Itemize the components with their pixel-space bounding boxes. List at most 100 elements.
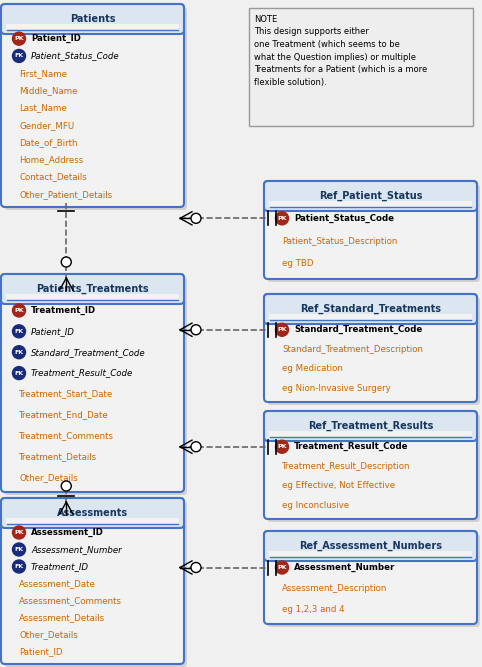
Text: PK: PK [277, 216, 287, 221]
FancyBboxPatch shape [1, 498, 184, 528]
Text: eg 1,2,3 and 4: eg 1,2,3 and 4 [282, 605, 345, 614]
FancyBboxPatch shape [264, 411, 477, 519]
Text: Treatment_Result_Description: Treatment_Result_Description [282, 462, 411, 471]
FancyBboxPatch shape [1, 274, 184, 492]
Circle shape [13, 526, 26, 539]
FancyBboxPatch shape [264, 531, 477, 561]
Circle shape [191, 442, 201, 452]
FancyBboxPatch shape [264, 294, 477, 324]
Text: Middle_Name: Middle_Name [19, 86, 78, 95]
Text: Patient_ID: Patient_ID [31, 34, 81, 43]
Circle shape [13, 325, 26, 338]
FancyBboxPatch shape [1, 4, 184, 207]
Text: eg Effective, Not Effective: eg Effective, Not Effective [282, 482, 395, 490]
Text: Assessment_Number: Assessment_Number [31, 545, 121, 554]
Text: Assessment_Date: Assessment_Date [19, 579, 96, 588]
Text: First_Name: First_Name [19, 69, 67, 78]
FancyBboxPatch shape [4, 277, 187, 495]
FancyBboxPatch shape [267, 297, 480, 405]
Text: Treatment_Result_Code: Treatment_Result_Code [294, 442, 409, 452]
Circle shape [191, 213, 201, 223]
Text: PK: PK [14, 530, 24, 535]
Bar [269, 551, 472, 557]
Bar [269, 314, 472, 320]
Text: FK: FK [14, 53, 24, 59]
Text: Treatment_End_Date: Treatment_End_Date [19, 410, 109, 420]
Text: Assessment_Comments: Assessment_Comments [19, 596, 122, 605]
Text: PK: PK [277, 565, 287, 570]
Text: PK: PK [14, 36, 24, 41]
Text: Standard_Treatment_Code: Standard_Treatment_Code [31, 348, 146, 357]
Text: Treatment_Details: Treatment_Details [19, 452, 97, 461]
Text: Assessment_ID: Assessment_ID [31, 528, 104, 537]
FancyBboxPatch shape [264, 411, 477, 441]
Text: Other_Patient_Details: Other_Patient_Details [19, 190, 112, 199]
Text: FK: FK [14, 350, 24, 355]
Circle shape [61, 257, 71, 267]
Text: PK: PK [277, 327, 287, 332]
Text: Home_Address: Home_Address [19, 155, 83, 164]
FancyBboxPatch shape [264, 181, 477, 279]
Bar [269, 201, 472, 207]
FancyBboxPatch shape [1, 498, 184, 664]
Bar [6, 518, 179, 524]
Circle shape [191, 562, 201, 572]
Text: Patient_Status_Code: Patient_Status_Code [31, 51, 120, 61]
Text: eg Inconclusive: eg Inconclusive [282, 501, 349, 510]
Circle shape [13, 32, 26, 45]
FancyBboxPatch shape [1, 274, 184, 304]
Text: Treatment_Start_Date: Treatment_Start_Date [19, 390, 113, 398]
FancyBboxPatch shape [264, 181, 477, 211]
Text: PK: PK [14, 308, 24, 313]
Text: NOTE
This design supports either
one Treatment (which seems to be
what the Quest: NOTE This design supports either one Tre… [254, 15, 427, 87]
Text: Treatment_ID: Treatment_ID [31, 562, 89, 571]
Circle shape [276, 561, 289, 574]
Text: Gender_MFU: Gender_MFU [19, 121, 74, 129]
Text: Ref_Patient_Status: Ref_Patient_Status [319, 191, 422, 201]
Text: Last_Name: Last_Name [19, 103, 67, 112]
Bar [6, 24, 179, 30]
Text: Assessment_Details: Assessment_Details [19, 613, 105, 622]
Text: Ref_Standard_Treatments: Ref_Standard_Treatments [300, 304, 441, 314]
Circle shape [276, 212, 289, 225]
Text: Patient_Status_Code: Patient_Status_Code [294, 213, 394, 223]
Text: Treatment_ID: Treatment_ID [31, 306, 96, 315]
Text: Patient_ID: Patient_ID [19, 647, 63, 656]
FancyBboxPatch shape [267, 414, 480, 522]
Text: FK: FK [14, 547, 24, 552]
Text: Date_of_Birth: Date_of_Birth [19, 138, 78, 147]
Text: Other_Details: Other_Details [19, 473, 78, 482]
Text: eg Medication: eg Medication [282, 364, 343, 374]
Text: Patients_Treatments: Patients_Treatments [36, 284, 149, 294]
Bar [6, 294, 179, 300]
Text: Ref_Assessment_Numbers: Ref_Assessment_Numbers [299, 541, 442, 551]
Text: Other_Details: Other_Details [19, 630, 78, 639]
Text: FK: FK [14, 371, 24, 376]
Text: Assessment_Description: Assessment_Description [282, 584, 388, 593]
Circle shape [13, 49, 26, 63]
Circle shape [13, 560, 26, 573]
Circle shape [191, 325, 201, 335]
Text: FK: FK [14, 329, 24, 334]
Circle shape [13, 304, 26, 317]
Text: Standard_Treatment_Description: Standard_Treatment_Description [282, 345, 423, 354]
Bar [249, 8, 473, 126]
FancyBboxPatch shape [4, 7, 187, 210]
Text: Treatment_Comments: Treatment_Comments [19, 432, 114, 440]
FancyBboxPatch shape [264, 294, 477, 402]
Text: Standard_Treatment_Code: Standard_Treatment_Code [294, 325, 422, 334]
Text: Assessments: Assessments [57, 508, 128, 518]
Circle shape [13, 543, 26, 556]
FancyBboxPatch shape [267, 534, 480, 627]
Text: Treatment_Result_Code: Treatment_Result_Code [31, 369, 133, 378]
Circle shape [13, 346, 26, 359]
FancyBboxPatch shape [4, 501, 187, 667]
Text: Patients: Patients [70, 14, 115, 24]
Circle shape [276, 440, 289, 454]
FancyBboxPatch shape [1, 4, 184, 34]
Circle shape [61, 481, 71, 491]
FancyBboxPatch shape [264, 531, 477, 624]
Bar [269, 431, 472, 437]
Text: Patient_Status_Description: Patient_Status_Description [282, 237, 397, 245]
Text: PK: PK [277, 444, 287, 450]
